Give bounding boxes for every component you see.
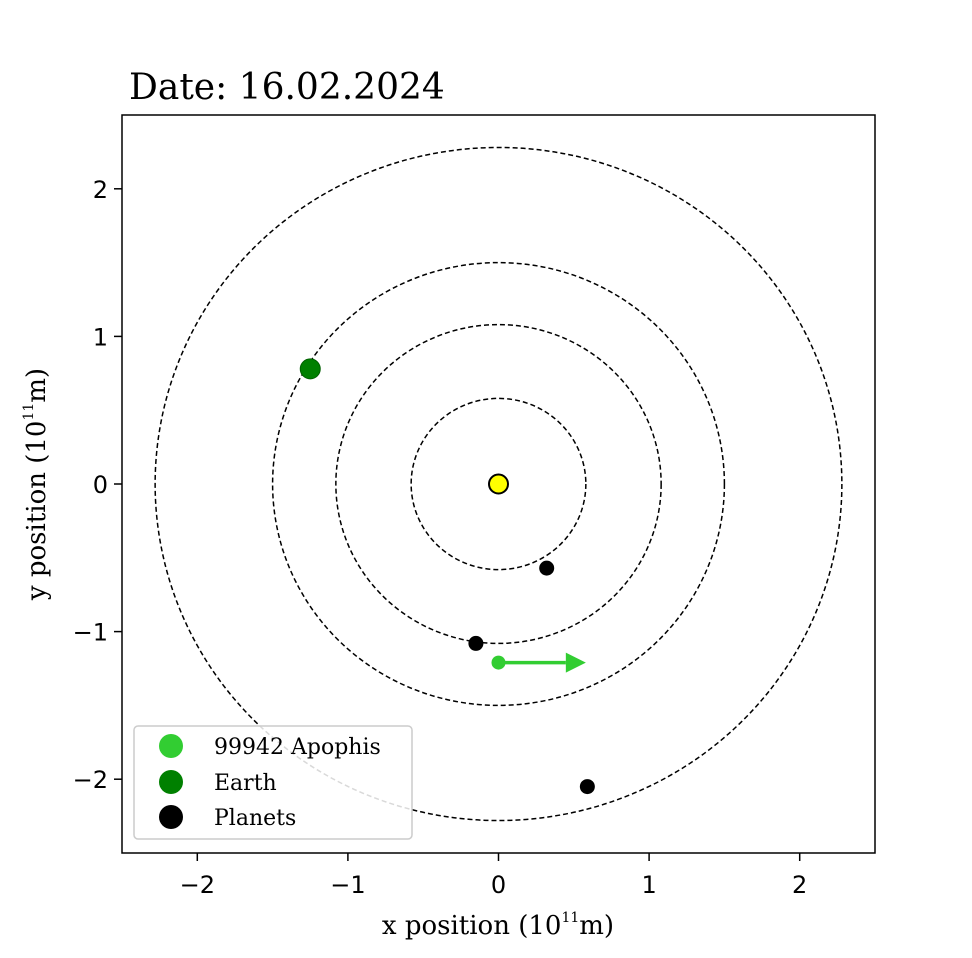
- x-label-exponent: 11: [561, 910, 579, 926]
- x-axis-ticks: −2 −1 0 1 2: [180, 853, 807, 899]
- sun-point: [488, 473, 509, 495]
- legend-label-planets: Planets: [214, 806, 296, 831]
- x-axis-label: x position (1011m): [382, 910, 614, 941]
- y-tick-label: 0: [93, 471, 108, 499]
- legend-label-apophis: 99942 Apophis: [214, 735, 381, 760]
- velocity-arrow-head: [565, 652, 586, 673]
- orbit-3: [271, 261, 726, 707]
- x-label-suffix: m): [579, 911, 614, 941]
- y-axis-label: y position (1011m): [21, 368, 52, 601]
- x-tick-label: 1: [641, 871, 656, 899]
- y-tick-label: 1: [93, 323, 108, 351]
- orbit-2: [335, 323, 662, 645]
- planet-point: [539, 560, 555, 576]
- orbit-4: [154, 146, 843, 822]
- y-tick-label: −2: [73, 766, 108, 794]
- x-tick-label: 2: [792, 871, 807, 899]
- legend-marker-apophis: [159, 734, 183, 758]
- orbits: [154, 146, 843, 822]
- apophis-point: [491, 655, 506, 670]
- bodies: [299, 358, 595, 795]
- y-label-prefix: y position (10: [22, 421, 52, 602]
- x-tick-label: −1: [330, 871, 365, 899]
- legend: 99942 Apophis Earth Planets: [133, 725, 413, 840]
- x-label-prefix: x position (10: [382, 911, 562, 941]
- orbit-1: [410, 397, 587, 571]
- x-tick-label: −2: [180, 871, 215, 899]
- legend-marker-earth: [159, 770, 183, 794]
- legend-marker-planets: [159, 805, 183, 829]
- y-label-exponent: 11: [21, 403, 37, 421]
- x-tick-label: 0: [491, 871, 506, 899]
- planet-point: [579, 779, 595, 795]
- earth-point: [299, 358, 321, 380]
- legend-label-earth: Earth: [214, 771, 277, 796]
- legend-box: [133, 725, 413, 840]
- chart-title: Date: 16.02.2024: [129, 67, 445, 108]
- velocity-arrow: [498, 652, 586, 673]
- y-tick-label: 2: [93, 176, 108, 204]
- y-axis-ticks: −2 −1 0 1 2: [73, 176, 122, 794]
- y-tick-label: −1: [73, 619, 108, 647]
- planet-point: [468, 635, 484, 651]
- y-label-suffix: m): [22, 368, 52, 403]
